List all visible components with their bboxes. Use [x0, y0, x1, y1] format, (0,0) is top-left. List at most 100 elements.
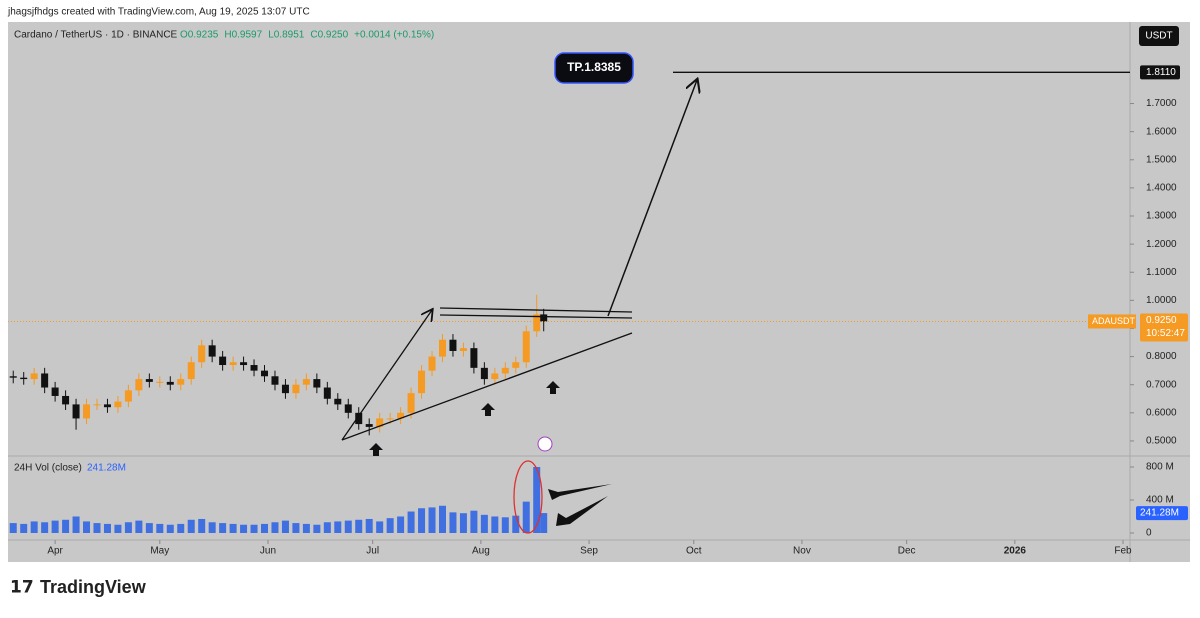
- volume-bar: [51, 520, 59, 533]
- y-tick-label: 0.5000: [1146, 436, 1177, 447]
- y-tick-label: 0.6000: [1146, 407, 1177, 418]
- candle-body: [198, 345, 206, 363]
- currency: USDT: [1145, 31, 1172, 42]
- candle-body: [397, 412, 405, 419]
- candle-body: [533, 314, 541, 332]
- symbol: Cardano / TetherUS · 1D · BINANCE: [14, 30, 178, 41]
- candle-body: [501, 367, 509, 374]
- candle-body: [124, 390, 132, 402]
- x-tick-label: Apr: [47, 546, 63, 557]
- volume-bar: [41, 522, 49, 533]
- candle-body: [292, 384, 300, 394]
- event-icon[interactable]: [537, 436, 553, 452]
- level-box: [1140, 65, 1180, 80]
- y-tick-label: 1.0000: [1146, 295, 1177, 306]
- volume-bar: [135, 520, 143, 533]
- candle-body: [480, 367, 488, 380]
- candle-body: [30, 373, 38, 380]
- volume-bar: [376, 521, 384, 533]
- volume-title: 24H Vol (close): [14, 463, 82, 474]
- candle-body: [187, 362, 195, 380]
- candle-body: [344, 404, 352, 413]
- candle-body: [470, 348, 478, 368]
- volume-bar: [20, 523, 28, 533]
- support-line: [341, 332, 633, 441]
- volume-bar: [470, 510, 478, 533]
- volume-bar: [145, 523, 153, 533]
- candle-body: [219, 356, 227, 366]
- volume-last-label: 241.28M: [1140, 508, 1179, 519]
- candle-body: [302, 379, 310, 385]
- y-tick-label: 1.2000: [1146, 239, 1177, 250]
- volume-bar: [438, 505, 446, 533]
- y-tick-label: 0.7000: [1146, 379, 1177, 390]
- candle-body: [449, 339, 457, 351]
- candle-body: [271, 376, 279, 385]
- volume-bar: [156, 523, 164, 533]
- volume-bar: [302, 523, 310, 533]
- volume-bar: [334, 521, 342, 533]
- candle-body: [376, 418, 384, 427]
- volume-last: 241.28M: [87, 463, 126, 474]
- ohlc-legend: O0.9235 H0.9597 L0.8951 C0.9250 +0.0014 (+0.…: [180, 30, 434, 41]
- candle-body: [93, 404, 101, 406]
- volume-bar: [344, 520, 352, 533]
- volume-bar: [397, 516, 405, 533]
- volume-bar: [533, 466, 541, 533]
- candle-body: [103, 404, 111, 408]
- volume-bar: [124, 522, 132, 533]
- ohlc-value: H0.9597: [224, 30, 262, 41]
- candle-body: [166, 381, 174, 385]
- ohlc-value: +0.0014 (+0.15%): [354, 30, 434, 41]
- y-tick-label: 0.8000: [1146, 351, 1177, 362]
- y-tick-label: 1.7000: [1146, 98, 1177, 109]
- volume-bar: [62, 519, 70, 533]
- volume-bar: [428, 507, 436, 533]
- volume-bar: [114, 524, 122, 533]
- y-tick-label: 1.1000: [1146, 267, 1177, 278]
- chart-background: [8, 22, 1190, 562]
- volume-bar: [281, 520, 289, 533]
- volume-bar: [271, 522, 279, 533]
- volume-tick-label: 400 M: [1146, 495, 1174, 506]
- volume-bar: [219, 523, 227, 533]
- x-tick-label: Nov: [793, 546, 811, 557]
- candle-body: [83, 404, 91, 419]
- volume-bar: [240, 524, 248, 533]
- candle-body: [281, 384, 289, 394]
- target-arrow: [607, 80, 697, 317]
- x-tick-label: Feb: [1114, 546, 1132, 557]
- up-arrow: [481, 403, 495, 416]
- x-tick-label: Jun: [260, 546, 276, 557]
- volume-bar: [365, 518, 373, 533]
- logo-mark: 𝟭𝟳: [10, 577, 34, 596]
- volume-bar: [480, 514, 488, 533]
- candle-body: [459, 348, 467, 351]
- volume-tick-label: 0: [1146, 528, 1152, 539]
- candle-body: [208, 345, 216, 357]
- resistance-line: [439, 314, 633, 319]
- candle-body: [240, 362, 248, 366]
- volume-bar: [9, 523, 17, 533]
- target-label: TP.1.8385: [567, 60, 621, 74]
- volume-bar: [72, 516, 80, 533]
- candle-body: [20, 377, 28, 380]
- x-tick-label: Oct: [686, 546, 702, 557]
- volume-bar: [229, 523, 237, 533]
- candle-body: [72, 404, 80, 419]
- volume-bar: [198, 518, 206, 533]
- volume-bar: [261, 523, 269, 533]
- y-tick-label: 1.6000: [1146, 126, 1177, 137]
- volume-bar: [93, 523, 101, 533]
- volume-bar: [355, 519, 363, 533]
- volume-bar: [177, 523, 185, 533]
- volume-bar: [449, 512, 457, 533]
- x-tick-label: Aug: [472, 546, 490, 557]
- volume-bar: [512, 515, 520, 533]
- candle-body: [522, 331, 530, 363]
- up-arrow: [369, 443, 383, 456]
- candle-body: [365, 424, 373, 427]
- brand: TradingView: [40, 577, 147, 597]
- drawn-arrow: [341, 310, 432, 441]
- ohlc-value: O0.9235: [180, 30, 219, 41]
